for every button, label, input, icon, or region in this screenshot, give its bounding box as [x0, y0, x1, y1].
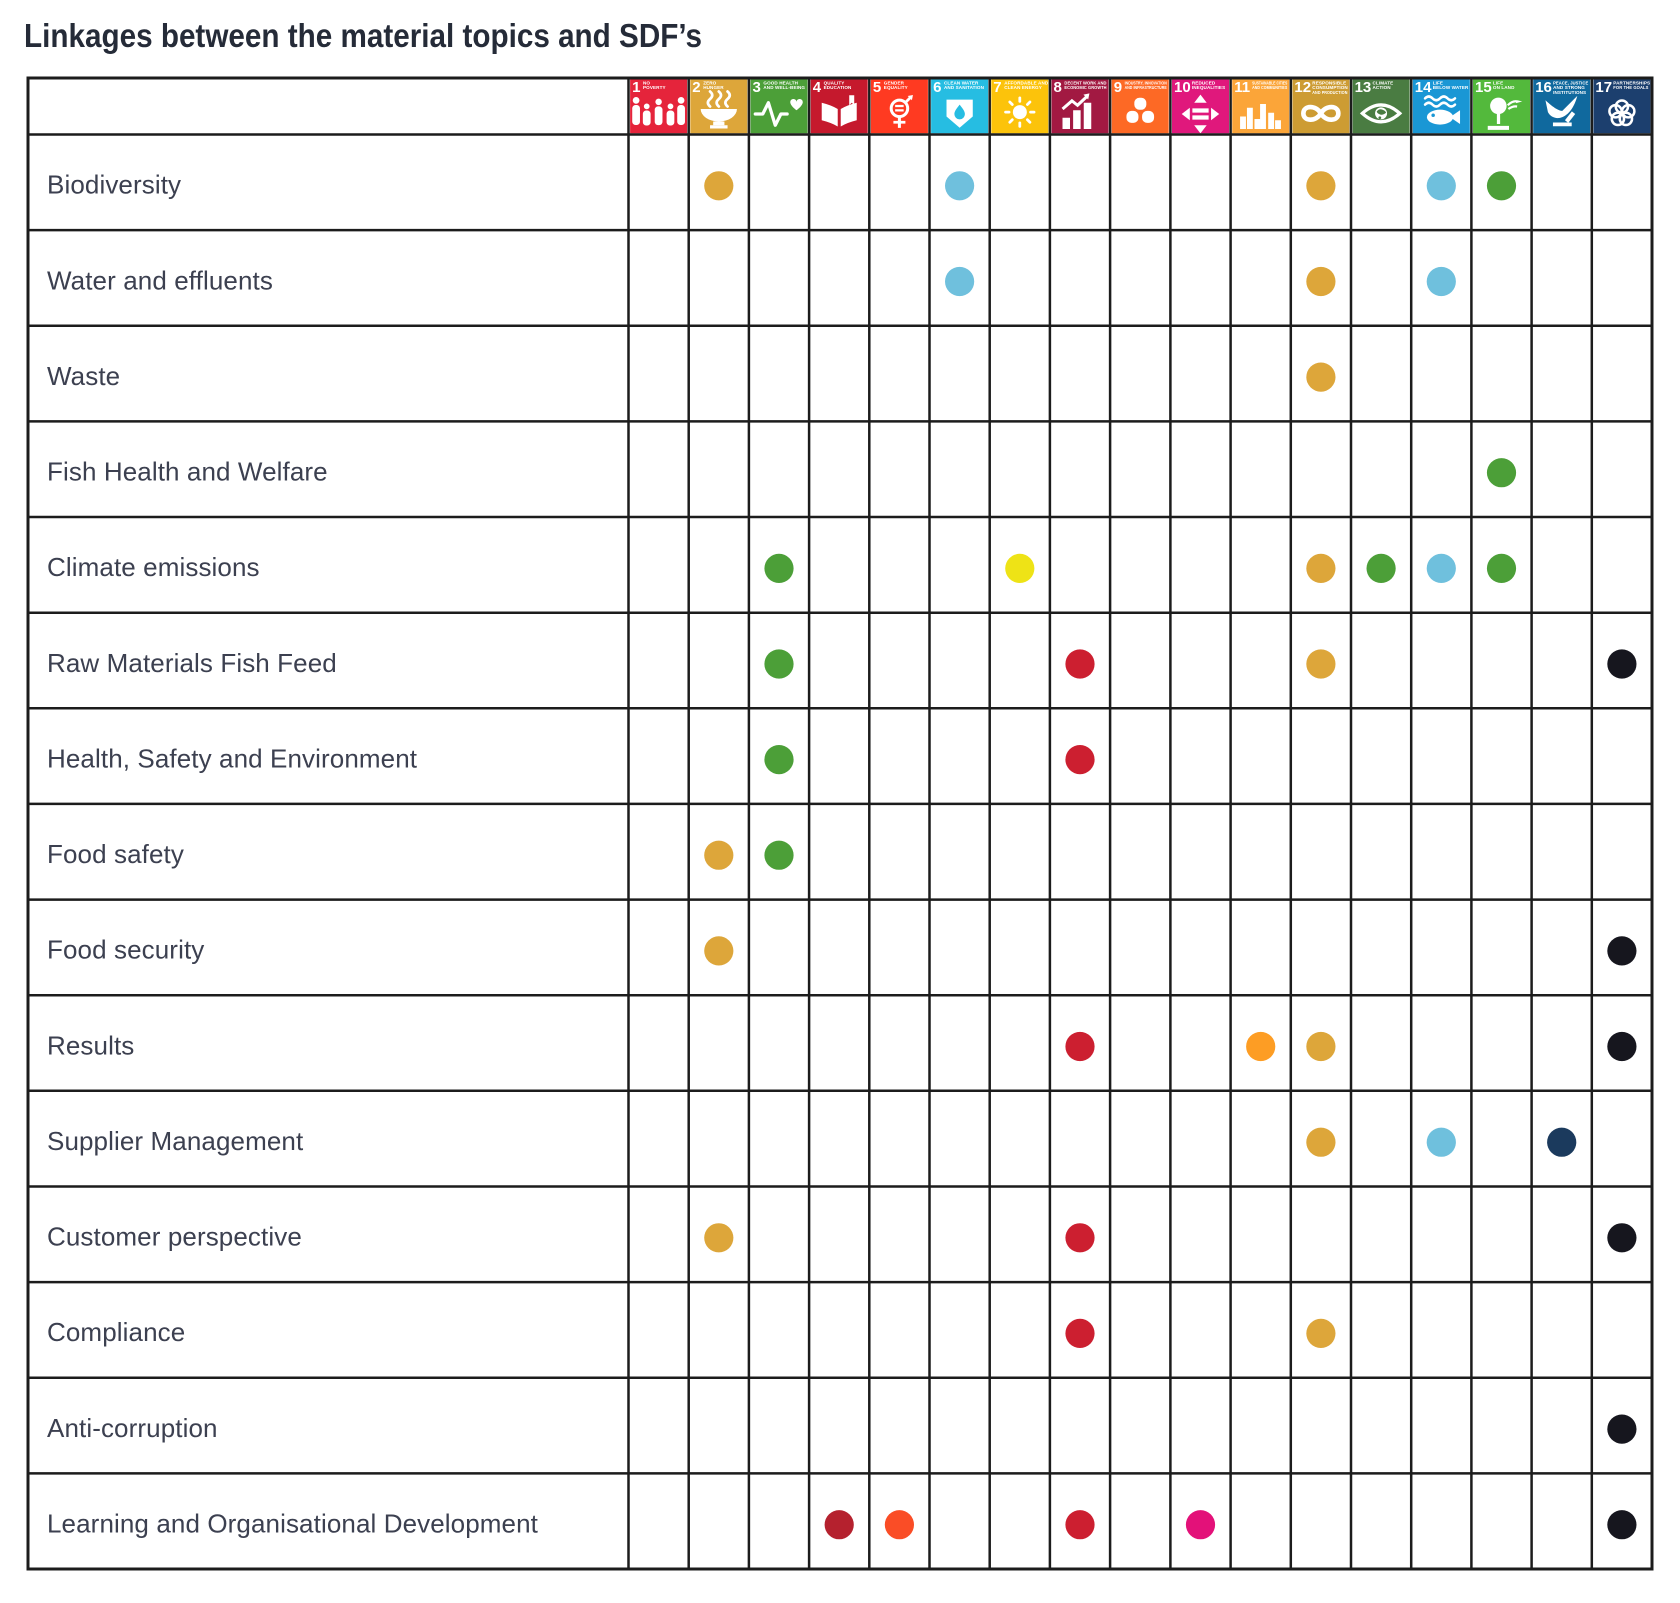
- svg-text:Waste: Waste: [47, 361, 120, 391]
- svg-text:12: 12: [1294, 79, 1311, 96]
- svg-text:AND SANITATION: AND SANITATION: [944, 85, 985, 90]
- svg-text:AND COMMUNITIES: AND COMMUNITIES: [1252, 85, 1287, 90]
- svg-text:Anti-corruption: Anti-corruption: [47, 1413, 218, 1443]
- svg-text:Results: Results: [47, 1030, 134, 1060]
- svg-text:7: 7: [993, 79, 1001, 96]
- svg-text:AFFORDABLE AND: AFFORDABLE AND: [1004, 80, 1049, 85]
- svg-text:HUNGER: HUNGER: [703, 85, 724, 90]
- svg-text:5: 5: [873, 79, 881, 96]
- svg-text:EDUCATION: EDUCATION: [824, 85, 852, 90]
- svg-text:Learning and Organisational De: Learning and Organisational Development: [47, 1509, 539, 1539]
- svg-text:ON LAND: ON LAND: [1493, 85, 1515, 90]
- svg-text:INDUSTRY, INNOVATION: INDUSTRY, INNOVATION: [1125, 80, 1168, 85]
- svg-text:1: 1: [632, 79, 640, 96]
- svg-text:AND INFRASTRUCTURE: AND INFRASTRUCTURE: [1125, 85, 1167, 90]
- svg-text:DECENT WORK AND: DECENT WORK AND: [1064, 80, 1107, 85]
- svg-text:GOOD HEALTH: GOOD HEALTH: [763, 80, 798, 85]
- svg-text:Supplier Management: Supplier Management: [47, 1126, 304, 1156]
- svg-text:13: 13: [1355, 79, 1372, 96]
- svg-text:INSTITUTIONS: INSTITUTIONS: [1553, 90, 1586, 95]
- svg-text:ECONOMIC GROWTH: ECONOMIC GROWTH: [1064, 85, 1107, 90]
- svg-text:RESPONSIBLE: RESPONSIBLE: [1312, 80, 1346, 85]
- svg-text:GENDER: GENDER: [884, 80, 905, 85]
- svg-text:Food security: Food security: [47, 935, 204, 965]
- svg-text:INEQUALITIES: INEQUALITIES: [1192, 85, 1225, 90]
- svg-text:Food safety: Food safety: [47, 839, 184, 869]
- svg-text:17: 17: [1595, 79, 1612, 96]
- svg-text:Health, Safety and Environment: Health, Safety and Environment: [47, 743, 418, 773]
- svg-text:LIFE: LIFE: [1493, 80, 1503, 85]
- svg-text:9: 9: [1114, 79, 1122, 96]
- svg-text:AND PRODUCTION: AND PRODUCTION: [1312, 90, 1348, 95]
- svg-text:CLEAN ENERGY: CLEAN ENERGY: [1004, 85, 1042, 90]
- svg-text:AND STRONG: AND STRONG: [1553, 85, 1585, 90]
- svg-text:NO: NO: [643, 80, 650, 85]
- svg-text:Fish Health and Welfare: Fish Health and Welfare: [47, 457, 328, 487]
- svg-text:LIFE: LIFE: [1433, 80, 1443, 85]
- svg-text:FOR THE GOALS: FOR THE GOALS: [1613, 85, 1648, 90]
- svg-text:REDUCED: REDUCED: [1192, 80, 1216, 85]
- svg-text:BELOW WATER: BELOW WATER: [1433, 85, 1469, 90]
- svg-text:ACTION: ACTION: [1373, 85, 1392, 90]
- svg-text:4: 4: [813, 79, 822, 96]
- svg-text:2: 2: [692, 79, 700, 96]
- svg-text:14: 14: [1415, 79, 1432, 96]
- svg-text:Customer perspective: Customer perspective: [47, 1222, 302, 1252]
- svg-text:15: 15: [1475, 79, 1492, 96]
- svg-text:10: 10: [1174, 79, 1191, 96]
- svg-text:Compliance: Compliance: [47, 1317, 185, 1347]
- svg-text:8: 8: [1054, 79, 1062, 96]
- svg-text:SUSTAINABLE CITIES: SUSTAINABLE CITIES: [1252, 80, 1287, 85]
- svg-text:AND WELL-BEING: AND WELL-BEING: [763, 85, 805, 90]
- svg-text:CONSUMPTION: CONSUMPTION: [1312, 85, 1348, 90]
- svg-text:3: 3: [753, 79, 761, 96]
- svg-text:POVERTY: POVERTY: [643, 85, 666, 90]
- svg-text:16: 16: [1535, 79, 1552, 96]
- svg-text:11: 11: [1234, 79, 1250, 96]
- svg-text:PEACE, JUSTICE: PEACE, JUSTICE: [1553, 80, 1588, 85]
- svg-text:ZERO: ZERO: [703, 80, 716, 85]
- svg-text:Climate emissions: Climate emissions: [47, 552, 260, 582]
- svg-text:PARTNERSHIPS: PARTNERSHIPS: [1613, 80, 1650, 85]
- svg-text:6: 6: [933, 79, 941, 96]
- svg-text:EQUALITY: EQUALITY: [884, 85, 908, 90]
- svg-text:CLEAN WATER: CLEAN WATER: [944, 80, 979, 85]
- svg-text:CLIMATE: CLIMATE: [1373, 80, 1394, 85]
- svg-text:Biodiversity: Biodiversity: [47, 170, 181, 200]
- svg-text:Raw Materials Fish Feed: Raw Materials Fish Feed: [47, 648, 337, 678]
- svg-text:Linkages between the material: Linkages between the material topics and…: [24, 17, 702, 54]
- svg-text:Water and effluents: Water and effluents: [47, 265, 273, 295]
- svg-text:QUALITY: QUALITY: [824, 80, 845, 85]
